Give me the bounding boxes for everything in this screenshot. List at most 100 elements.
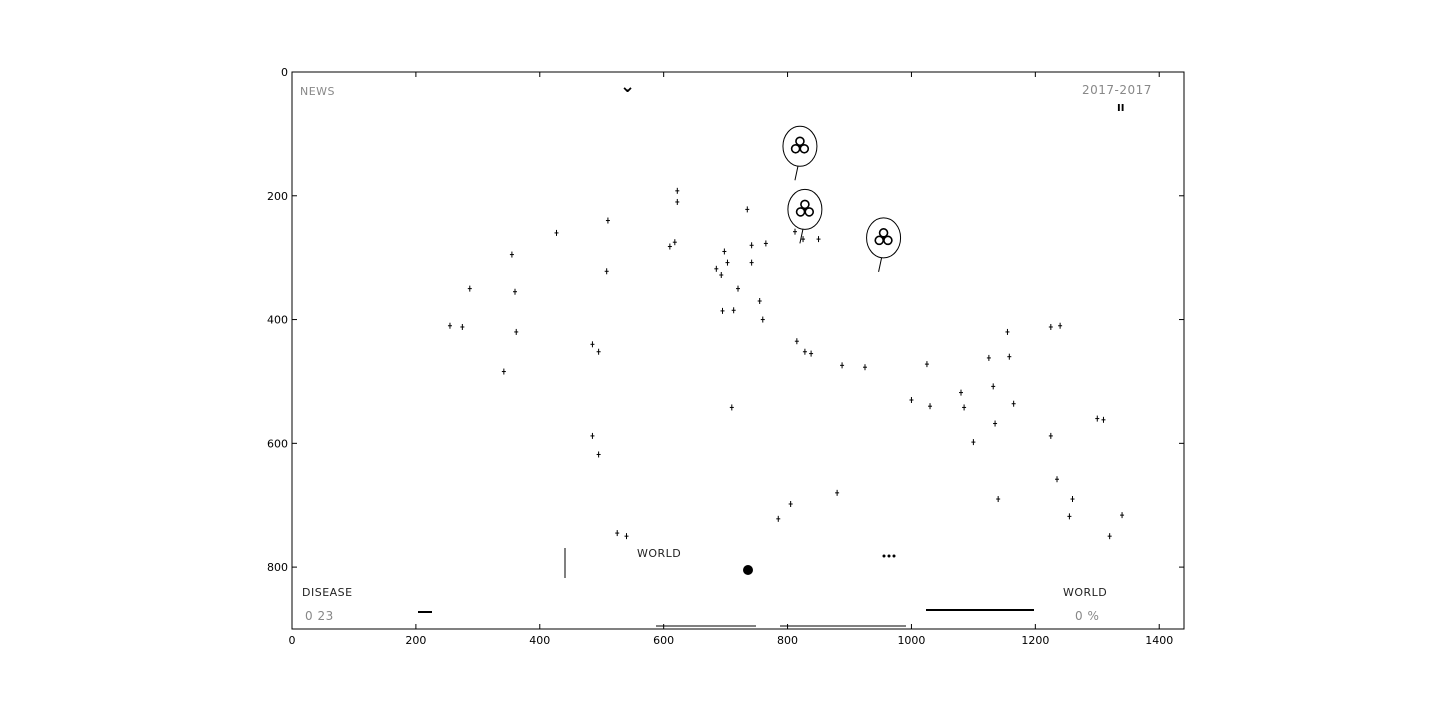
data-point [909,397,914,404]
data-point [962,404,967,411]
data-point [816,236,821,243]
data-point [757,297,762,304]
ellipsis-dot [882,554,886,558]
data-point [749,242,754,249]
data-point [501,368,506,375]
data-point [1048,432,1053,439]
data-point [993,420,998,427]
data-point [624,533,629,540]
chevron-down-icon[interactable]: ⌄ [620,76,635,97]
data-point [675,187,680,194]
data-point [835,489,840,496]
y-tick-label: 600 [267,437,288,450]
world-label: WORLD [1063,586,1107,599]
data-point [959,389,963,396]
biohazard-icon[interactable] [866,217,902,272]
biohazard-icon[interactable] [787,188,823,244]
data-point [1005,328,1010,335]
data-point [996,496,1001,503]
y-tick-label: 400 [267,314,288,327]
data-point [604,268,609,275]
disease-label: DISEASE [302,586,353,599]
x-tick-label: 200 [405,634,426,647]
data-point [725,259,730,266]
data-point [928,403,933,410]
data-point [1058,322,1063,329]
x-tick-label: 600 [653,634,674,647]
data-point [675,198,680,205]
data-point [667,243,672,250]
y-tick-label: 0 [281,66,288,79]
x-tick-label: 800 [777,634,798,647]
news-label: NEWS [300,85,335,98]
data-point [924,361,929,368]
data-point [722,248,727,255]
scatter-points [447,187,1125,540]
data-point [1107,533,1112,540]
biohazard-markers [782,125,902,272]
x-tick-label: 1200 [1021,634,1049,647]
data-point [1055,476,1060,483]
x-tick-label: 0 [289,634,296,647]
data-point [596,451,601,458]
data-point [1101,416,1106,423]
data-point [1011,400,1016,407]
data-point [729,404,734,411]
skull-icon [743,565,753,575]
biohazard-icon[interactable] [782,125,818,181]
data-point [763,240,768,247]
data-point [1070,496,1075,503]
x-tick-label: 1000 [897,634,925,647]
data-point [792,228,797,235]
data-point [590,432,595,439]
world-value: 0 % [1075,609,1099,623]
x-tick-label: 400 [529,634,550,647]
data-point [736,285,740,292]
data-point [447,322,452,329]
data-point [840,362,845,369]
y-tick-label: 200 [267,190,288,203]
axis-ticks: 0 200 400 600 800 1000 1200 1400 0 200 400 600 800 [267,66,1184,647]
data-point [749,259,754,266]
data-point [467,285,472,292]
data-point [991,383,996,390]
data-point [719,271,724,278]
data-point [1067,513,1072,520]
ellipsis-dot [892,554,896,558]
data-point [745,206,750,213]
x-tick-label: 1400 [1145,634,1173,647]
data-point [760,316,765,323]
data-point [802,348,807,355]
data-point [1007,353,1012,360]
data-point [615,530,620,537]
data-point [776,515,781,522]
game-overlay: NEWS ⌄ 2017-2017 II WORLD DISEASE 0 23 W… [300,76,1152,623]
data-point [596,348,601,355]
data-point [731,307,736,314]
plot-frame [291,71,1185,630]
y-tick-label: 800 [267,561,288,574]
disease-value: 0 23 [305,609,334,623]
data-point [720,307,725,314]
data-point [509,251,514,258]
data-point [554,229,559,236]
data-point [714,265,719,272]
data-point [809,350,814,357]
data-point [1120,512,1125,519]
data-point [672,239,677,246]
data-point [514,328,519,335]
data-point [1095,415,1100,422]
data-point [460,323,465,330]
world-top-label: WORLD [637,547,681,560]
data-point [788,500,793,507]
date-label: 2017-2017 [1082,83,1152,97]
pause-icon[interactable]: II [1117,103,1124,114]
data-point [794,338,799,345]
data-point [971,439,976,446]
data-point [513,288,517,295]
data-point [801,236,806,243]
data-point [986,354,991,361]
data-point [862,364,867,371]
ellipsis-dot [887,554,891,558]
